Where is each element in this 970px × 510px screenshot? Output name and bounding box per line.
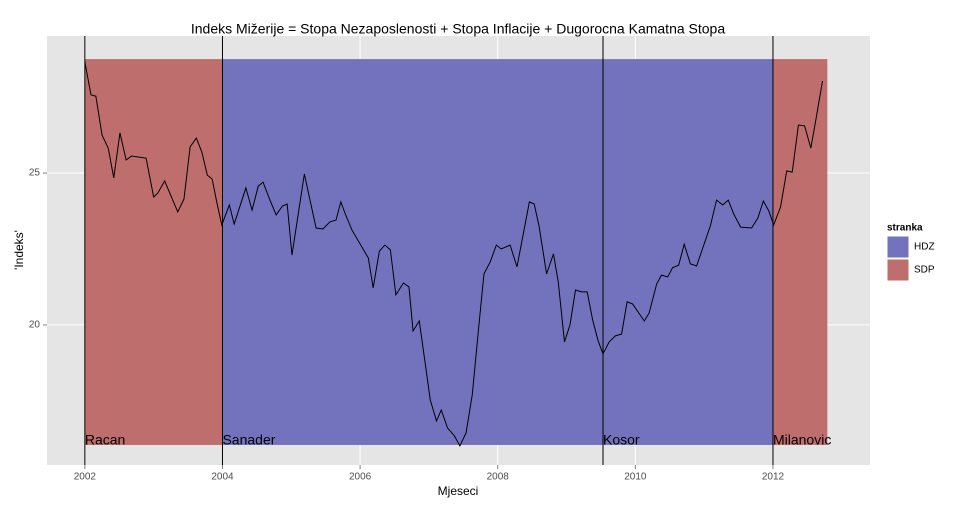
x-tick-label: 2002	[74, 472, 97, 483]
legend-key	[886, 258, 910, 282]
period-label: Milanovic	[773, 432, 831, 448]
x-tick-label: 2006	[349, 472, 372, 483]
legend-label: SDP	[914, 265, 935, 276]
period-label: Sanader	[222, 432, 275, 448]
period-label: Racan	[85, 432, 125, 448]
period-band	[603, 59, 773, 445]
period-band	[222, 59, 604, 445]
y-tick-label: 20	[29, 320, 41, 331]
legend-key	[886, 235, 910, 259]
x-tick-label: 2012	[762, 472, 785, 483]
period-band	[772, 59, 828, 445]
y-axis-label: 'Indeks'	[12, 230, 26, 270]
legend-label: HDZ	[914, 242, 935, 253]
period-band	[84, 59, 223, 445]
y-tick-label: 25	[29, 168, 41, 179]
x-tick-label: 2004	[211, 472, 234, 483]
x-tick-label: 2010	[624, 472, 647, 483]
chart-title: Indeks Mižerije = Stopa Nezaposlenosti +…	[191, 21, 725, 37]
x-tick-label: 2008	[487, 472, 510, 483]
x-axis-label: Mjeseci	[438, 484, 479, 498]
period-label: Kosor	[603, 432, 640, 448]
legend-title: stranka	[887, 223, 923, 234]
data-line	[84, 62, 824, 447]
